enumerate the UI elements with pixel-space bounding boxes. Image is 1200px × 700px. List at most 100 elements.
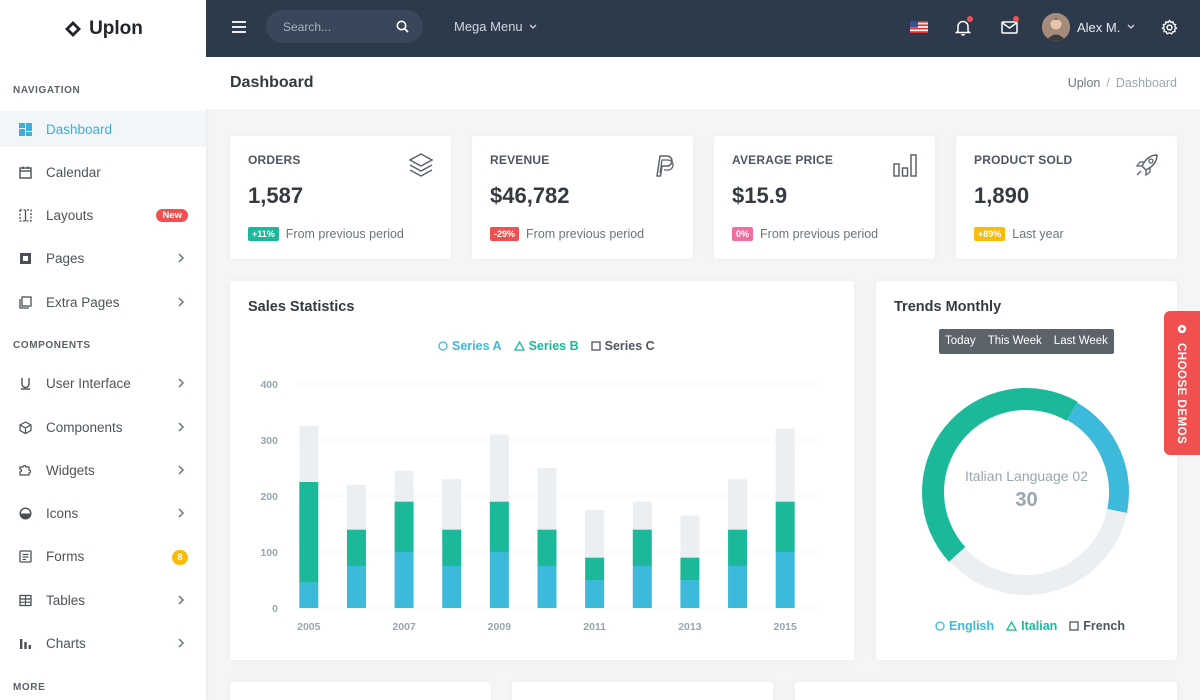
triangle-icon — [1006, 621, 1018, 631]
calendar-icon — [18, 165, 32, 179]
circle-half-icon — [18, 506, 32, 520]
x-tick-label: 2009 — [488, 621, 512, 633]
us-flag-icon[interactable] — [909, 17, 929, 37]
sidebar-item-widgets[interactable]: Widgets — [0, 452, 206, 488]
chevron-right-icon — [178, 595, 185, 605]
stat-card-product-sold: PRODUCT SOLD 1,890 +89% Last year — [956, 136, 1177, 259]
mail-icon[interactable] — [999, 16, 1019, 37]
bar-segment — [537, 529, 557, 566]
dashboard-icon — [18, 122, 32, 136]
chart-legend: Series A Series B Series C — [438, 339, 655, 353]
sidebar-item-charts[interactable]: Charts — [0, 625, 206, 661]
bell-icon[interactable] — [953, 16, 973, 37]
sidebar-item-components[interactable]: Components — [0, 409, 206, 445]
chevron-down-icon — [1127, 24, 1135, 29]
sidebar-item-layouts[interactable]: Layouts New — [0, 197, 206, 233]
chart-legend: English Italian French — [935, 619, 1125, 633]
sidebar-item-tables[interactable]: Tables — [0, 582, 206, 618]
sidebar-item-forms[interactable]: Forms 8 — [0, 538, 206, 574]
legend-label: Series C — [604, 339, 655, 353]
chevron-right-icon — [178, 422, 185, 432]
bar-segment — [394, 552, 414, 608]
menu-icon[interactable] — [231, 20, 247, 34]
bar-segment — [442, 479, 462, 530]
y-tick-label: 100 — [260, 547, 278, 559]
bar-segment — [299, 582, 319, 608]
sidebar-item-label: Extra Pages — [46, 294, 120, 310]
x-tick-label: 2007 — [392, 621, 416, 633]
notification-dot — [967, 16, 973, 22]
bar-segment — [442, 529, 462, 566]
search-icon[interactable] — [396, 20, 409, 33]
notification-dot — [1013, 16, 1019, 22]
chevron-right-icon — [178, 253, 185, 263]
breadcrumb-link[interactable]: Uplon — [1067, 76, 1101, 90]
tab-last-week[interactable]: Last Week — [1053, 335, 1108, 347]
sidebar-item-user-interface[interactable]: User Interface — [0, 365, 206, 401]
sidebar-item-extra-pages[interactable]: Extra Pages — [0, 284, 206, 320]
page-header: Dashboard Uplon / Dashboard — [206, 57, 1200, 109]
app-name: Uplon — [89, 17, 143, 39]
bar-segment — [585, 580, 605, 608]
table-icon — [18, 593, 32, 607]
stat-value: $15.9 — [732, 183, 788, 208]
choose-demos-button[interactable]: CHOOSE DEMOS — [1164, 311, 1200, 455]
period-tabs: Today This Week Last Week — [939, 329, 1114, 354]
search-input[interactable] — [266, 10, 396, 43]
legend-item[interactable]: Series B — [513, 339, 579, 353]
mega-menu-dropdown[interactable]: Mega Menu — [454, 19, 537, 34]
bar-segment — [632, 501, 652, 530]
app-logo[interactable]: Uplon — [0, 0, 206, 57]
legend-item[interactable]: Italian — [1006, 619, 1057, 633]
sidebar-item-label: Calendar — [46, 164, 101, 180]
stat-value: 1,890 — [974, 183, 1030, 208]
donut-slice — [949, 508, 1127, 595]
donut-center-value: 30 — [1015, 489, 1038, 511]
breadcrumb-separator: / — [1106, 76, 1110, 90]
sales-statistics-card: Sales Statistics Series A Series B Serie… — [230, 281, 854, 660]
stat-footer: +89% Last year — [974, 227, 1064, 241]
change-badge: +11% — [248, 227, 279, 241]
square-icon — [1069, 621, 1079, 631]
gear-icon — [1177, 324, 1187, 334]
sidebar-item-label: Layouts — [46, 207, 94, 223]
legend-label: English — [949, 619, 995, 633]
sidebar-item-label: Pages — [46, 250, 85, 266]
bar-segment — [728, 479, 748, 530]
sidebar-item-dashboard[interactable]: Dashboard — [0, 111, 206, 147]
sidebar-item-label: Dashboard — [46, 121, 113, 137]
chevron-right-icon — [178, 638, 185, 648]
tab-this-week[interactable]: This Week — [987, 335, 1042, 347]
chevron-right-icon — [178, 378, 185, 388]
legend-item[interactable]: Series A — [438, 339, 502, 353]
stat-card-average-price: AVERAGE PRICE $15.9 0% From previous per… — [714, 136, 935, 259]
legend-item[interactable]: French — [1069, 619, 1125, 633]
sidebar-item-calendar[interactable]: Calendar — [0, 154, 206, 190]
chevron-right-icon — [178, 465, 185, 475]
sidebar-item-icons[interactable]: Icons — [0, 495, 206, 531]
x-tick-label: 2015 — [774, 621, 798, 633]
triangle-icon — [513, 341, 525, 351]
layers-icon — [408, 153, 434, 177]
sidebar: Uplon NAVIGATION Dashboard Calendar Layo… — [0, 0, 206, 700]
settings-gear-icon[interactable] — [1159, 17, 1179, 37]
nav-section-navigation: NAVIGATION — [13, 85, 81, 96]
sidebar-item-label: Icons — [46, 505, 79, 521]
user-name: Alex M. — [1077, 19, 1121, 35]
legend-item[interactable]: English — [935, 619, 994, 633]
bar-segment — [442, 566, 462, 608]
stat-value: $46,782 — [490, 183, 570, 208]
bar-segment — [394, 501, 414, 552]
tab-today[interactable]: Today — [945, 335, 976, 347]
sidebar-item-pages[interactable]: Pages — [0, 240, 206, 276]
sidebar-item-label: User Interface — [46, 375, 131, 391]
bar-segment — [537, 468, 557, 530]
bar-segment — [346, 529, 366, 566]
stat-footer: +11% From previous period — [248, 227, 404, 241]
square-icon — [590, 341, 601, 351]
legend-item[interactable]: Series C — [590, 339, 655, 353]
bar-segment — [728, 529, 748, 566]
stat-card-revenue: REVENUE $46,782 -29% From previous perio… — [472, 136, 693, 259]
user-menu[interactable]: Alex M. — [1042, 13, 1135, 41]
bar-segment — [537, 566, 557, 608]
